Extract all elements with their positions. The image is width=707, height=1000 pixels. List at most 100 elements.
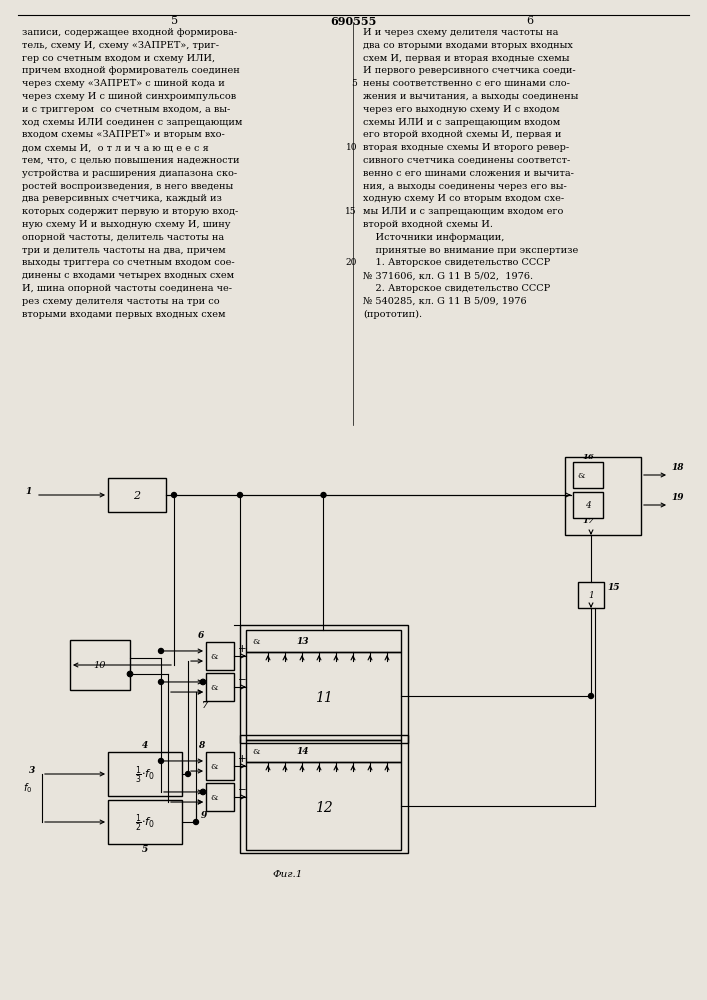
Text: &: & xyxy=(210,684,218,692)
Text: &: & xyxy=(210,794,218,802)
Text: венно с его шинами сложения и вычита-: венно с его шинами сложения и вычита- xyxy=(363,169,574,178)
Bar xyxy=(206,752,234,780)
Bar xyxy=(246,652,401,740)
Text: два со вторыми входами вторых входных: два со вторыми входами вторых входных xyxy=(363,41,573,50)
Text: через схему «ЗАПРЕТ» с шиной кода и: через схему «ЗАПРЕТ» с шиной кода и xyxy=(22,79,225,88)
Bar xyxy=(206,642,234,670)
Text: 5: 5 xyxy=(351,79,357,88)
Text: 4: 4 xyxy=(142,742,148,750)
Text: &: & xyxy=(210,653,218,661)
Text: ходную схему И со вторым входом схе-: ходную схему И со вторым входом схе- xyxy=(363,194,564,203)
Text: ход схемы ИЛИ соединен с запрещающим: ход схемы ИЛИ соединен с запрещающим xyxy=(22,118,243,127)
Text: Фиг.1: Фиг.1 xyxy=(273,870,303,879)
Text: (прототип).: (прототип). xyxy=(363,310,422,319)
Text: 15: 15 xyxy=(607,584,619,592)
Text: 14: 14 xyxy=(296,748,308,756)
Text: № 371606, кл. G 11 B 5/02,  1976.: № 371606, кл. G 11 B 5/02, 1976. xyxy=(363,271,533,280)
Text: 15: 15 xyxy=(346,207,357,216)
Text: схемы ИЛИ и с запрещающим входом: схемы ИЛИ и с запрещающим входом xyxy=(363,118,560,127)
Text: 1: 1 xyxy=(588,591,594,600)
Text: через его выходную схему И с входом: через его выходную схему И с входом xyxy=(363,105,559,114)
Text: 1: 1 xyxy=(26,487,32,496)
Text: вторая входные схемы И второго ревер-: вторая входные схемы И второго ревер- xyxy=(363,143,569,152)
Text: −: − xyxy=(238,675,247,685)
Text: И первого реверсивного счетчика соеди-: И первого реверсивного счетчика соеди- xyxy=(363,66,575,75)
Circle shape xyxy=(238,492,243,497)
Text: входом схемы «ЗАПРЕТ» и вторым вхо-: входом схемы «ЗАПРЕТ» и вторым вхо- xyxy=(22,130,225,139)
Text: через схему И с шиной синхроимпульсов: через схему И с шиной синхроимпульсов xyxy=(22,92,236,101)
Text: 8: 8 xyxy=(198,742,204,750)
Circle shape xyxy=(200,789,206,795)
Text: 18: 18 xyxy=(671,464,684,473)
Bar xyxy=(246,740,401,762)
Text: $f_0$: $f_0$ xyxy=(23,781,33,795)
Text: ную схему И и выходную схему И, шину: ную схему И и выходную схему И, шину xyxy=(22,220,230,229)
Text: +: + xyxy=(238,754,247,764)
Circle shape xyxy=(194,820,199,824)
Circle shape xyxy=(588,694,593,698)
Text: 2. Авторское свидетельство СССР: 2. Авторское свидетельство СССР xyxy=(363,284,550,293)
Text: дом схемы И,  о т л и ч а ю щ е е с я: дом схемы И, о т л и ч а ю щ е е с я xyxy=(22,143,209,152)
Bar xyxy=(108,800,182,844)
Text: 12: 12 xyxy=(315,801,332,815)
Text: два реверсивных счетчика, каждый из: два реверсивных счетчика, каждый из xyxy=(22,194,222,203)
Text: вторыми входами первых входных схем: вторыми входами первых входных схем xyxy=(22,310,226,319)
Bar xyxy=(240,625,408,743)
Bar xyxy=(206,783,234,811)
Bar xyxy=(565,457,641,535)
Bar xyxy=(70,640,130,690)
Bar xyxy=(108,478,166,512)
Circle shape xyxy=(158,679,163,684)
Bar xyxy=(573,492,603,518)
Text: 6: 6 xyxy=(527,16,534,26)
Circle shape xyxy=(158,648,163,653)
Text: нены соответственно с его шинами сло-: нены соответственно с его шинами сло- xyxy=(363,79,570,88)
Bar xyxy=(246,630,401,652)
Bar xyxy=(108,752,182,796)
Text: 10: 10 xyxy=(94,662,106,670)
Text: 7: 7 xyxy=(201,702,207,710)
Text: тель, схему И, схему «ЗАПРЕТ», триг-: тель, схему И, схему «ЗАПРЕТ», триг- xyxy=(22,41,219,50)
Text: рез схему делителя частоты на три со: рез схему делителя частоты на три со xyxy=(22,297,220,306)
Text: динены с входами четырех входных схем: динены с входами четырех входных схем xyxy=(22,271,234,280)
Text: тем, что, с целью повышения надежности: тем, что, с целью повышения надежности xyxy=(22,156,240,165)
Text: опорной частоты, делитель частоты на: опорной частоты, делитель частоты на xyxy=(22,233,224,242)
Text: ния, а выходы соединены через его вы-: ния, а выходы соединены через его вы- xyxy=(363,182,567,191)
Text: 9: 9 xyxy=(201,812,207,820)
Text: его второй входной схемы И, первая и: его второй входной схемы И, первая и xyxy=(363,130,561,139)
Text: которых содержит первую и вторую вход-: которых содержит первую и вторую вход- xyxy=(22,207,238,216)
Text: −: − xyxy=(238,785,247,795)
Text: 6: 6 xyxy=(198,632,204,641)
Text: 11: 11 xyxy=(315,691,332,705)
Text: гер со счетным входом и схему ИЛИ,: гер со счетным входом и схему ИЛИ, xyxy=(22,54,215,63)
Text: сивного счетчика соединены соответст-: сивного счетчика соединены соответст- xyxy=(363,156,571,165)
Text: $\frac{1}{2}{\cdot}f_0$: $\frac{1}{2}{\cdot}f_0$ xyxy=(135,812,155,834)
Text: три и делитель частоты на два, причем: три и делитель частоты на два, причем xyxy=(22,246,226,255)
Text: &: & xyxy=(252,748,259,756)
Text: 5: 5 xyxy=(171,16,179,26)
Text: устройства и расширения диапазона ско-: устройства и расширения диапазона ско- xyxy=(22,169,237,178)
Text: 5: 5 xyxy=(142,844,148,854)
Bar xyxy=(206,673,234,701)
Text: ростей воспроизведения, в него введены: ростей воспроизведения, в него введены xyxy=(22,182,233,191)
Text: принятые во внимание при экспертизе: принятые во внимание при экспертизе xyxy=(363,246,578,255)
Text: схем И, первая и вторая входные схемы: схем И, первая и вторая входные схемы xyxy=(363,54,570,63)
Text: Источники информации,: Источники информации, xyxy=(363,233,504,242)
Text: $\frac{1}{3}{\cdot}f_0$: $\frac{1}{3}{\cdot}f_0$ xyxy=(135,764,155,786)
Text: &: & xyxy=(577,472,585,480)
Text: 4: 4 xyxy=(585,502,591,510)
Text: 1. Авторское свидетельство СССР: 1. Авторское свидетельство СССР xyxy=(363,258,550,267)
Text: и с триггером  со счетным входом, а вы-: и с триггером со счетным входом, а вы- xyxy=(22,105,230,114)
Text: выходы триггера со счетным входом сое-: выходы триггера со счетным входом сое- xyxy=(22,258,235,267)
Text: записи, содержащее входной формирова-: записи, содержащее входной формирова- xyxy=(22,28,237,37)
Text: 16: 16 xyxy=(582,453,594,461)
Circle shape xyxy=(321,492,326,497)
Text: &: & xyxy=(252,638,259,646)
Text: &: & xyxy=(210,763,218,771)
Bar xyxy=(240,735,408,853)
Text: 690555: 690555 xyxy=(329,16,376,27)
Text: 10: 10 xyxy=(346,143,357,152)
Text: 20: 20 xyxy=(346,258,357,267)
Circle shape xyxy=(158,758,163,763)
Text: 2: 2 xyxy=(134,491,141,501)
